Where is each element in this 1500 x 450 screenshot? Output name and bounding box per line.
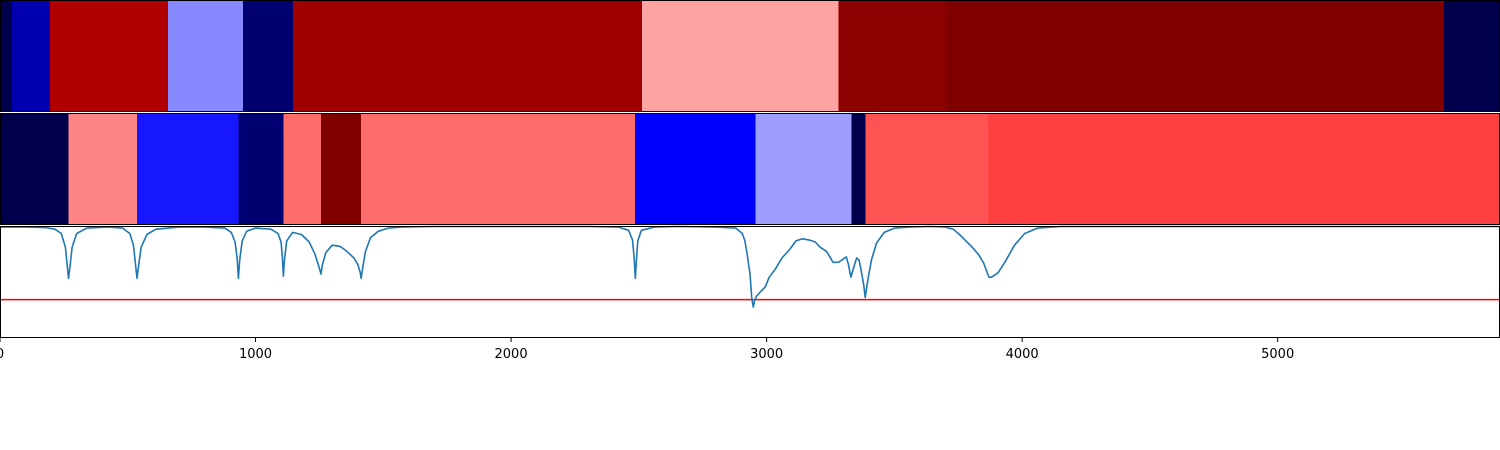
heatmap-segment-1-6	[361, 113, 636, 225]
x-axis: 0 1000 2000 3000 4000 5000	[0, 338, 1294, 362]
heatmap-segment-0-6	[642, 0, 840, 112]
heatmap-segment-0-0	[0, 0, 13, 112]
heatmap-track-middle	[0, 113, 1500, 225]
heatmap-segment-1-9	[851, 113, 867, 225]
heatmap-segment-0-4	[242, 0, 294, 112]
heatmap-segment-0-7	[838, 0, 947, 112]
x-tick-label-0: 0	[0, 347, 4, 362]
x-tick-label-2: 2000	[495, 347, 528, 362]
x-tick-label-3: 3000	[750, 347, 783, 362]
heatmap-segment-0-1	[11, 0, 51, 112]
heatmap-segment-0-3	[167, 0, 244, 112]
x-tick-label-1: 1000	[239, 347, 272, 362]
heatmap-segment-0-2	[49, 0, 169, 112]
x-tick-label-5: 5000	[1261, 347, 1294, 362]
line-plot-panel	[0, 225, 1500, 338]
heatmap-segment-1-10	[865, 113, 990, 225]
heatmap-segment-1-2	[136, 113, 240, 225]
heatmap-segment-1-3	[238, 113, 284, 225]
heatmap-segment-1-1	[68, 113, 138, 225]
series-line	[0, 225, 1500, 308]
heatmap-segment-1-5	[320, 113, 362, 225]
heatmap-segment-0-9	[1443, 0, 1500, 112]
heatmap-track-top	[0, 0, 1500, 112]
heatmap-segment-0-8	[945, 0, 1445, 112]
heatmap-segment-1-8	[755, 113, 853, 225]
heatmap-segment-1-11	[988, 113, 1500, 225]
heatmap-segment-1-0	[0, 113, 70, 225]
heatmap-segment-1-7	[634, 113, 756, 225]
x-tick-label-4: 4000	[1006, 347, 1039, 362]
heatmap-segment-1-4	[283, 113, 322, 225]
heatmap-segment-0-5	[293, 0, 643, 112]
